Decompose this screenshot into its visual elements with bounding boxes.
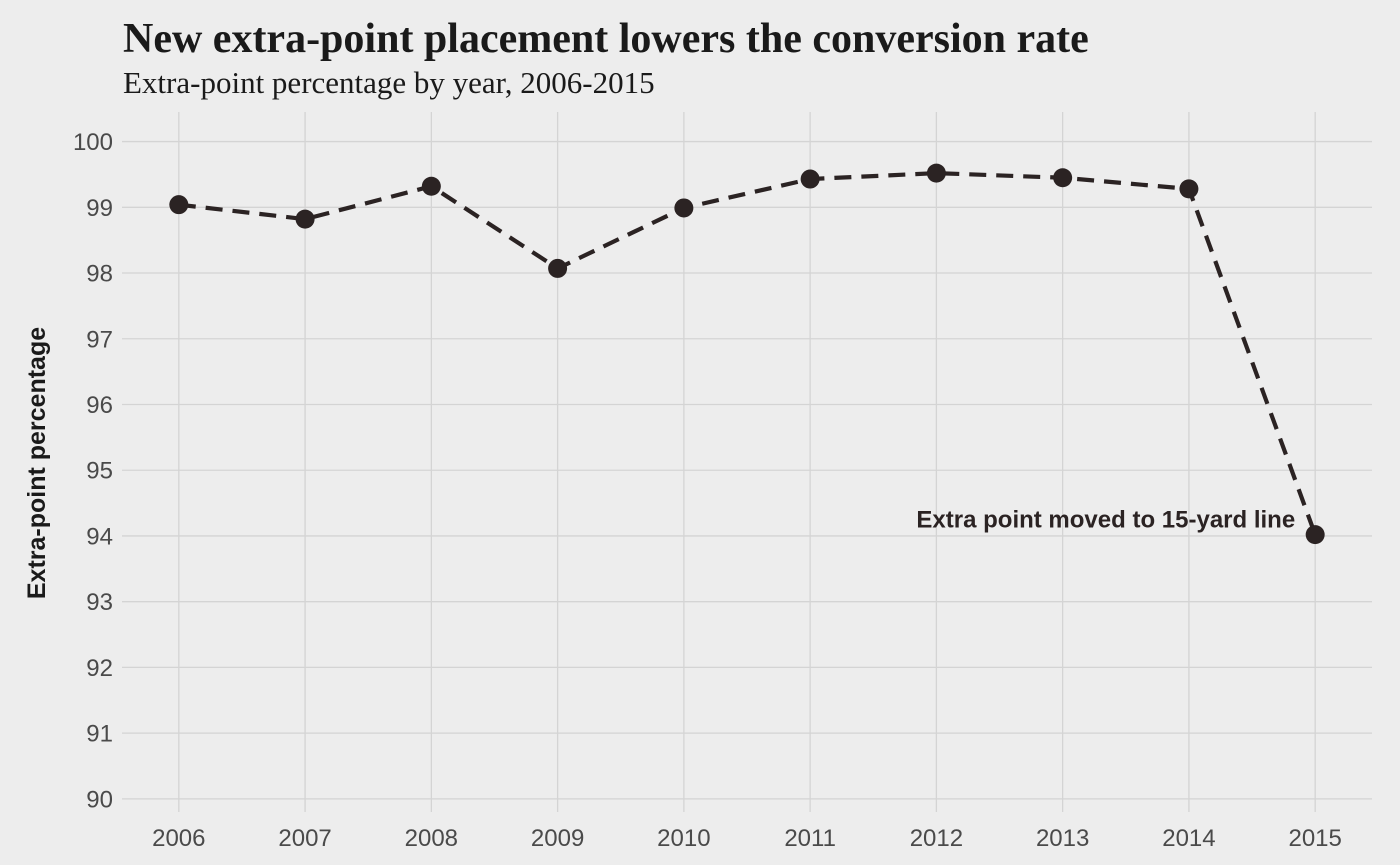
data-point (674, 198, 694, 218)
y-tick-label: 99 (86, 195, 113, 222)
x-tick-label: 2013 (1036, 825, 1089, 852)
y-tick-label: 100 (73, 129, 113, 156)
y-tick-label: 96 (86, 392, 113, 419)
y-tick-label: 97 (86, 326, 113, 353)
data-point (800, 169, 820, 189)
annotations: Extra point moved to 15-yard line (916, 507, 1295, 534)
x-tick-label: 2010 (657, 825, 710, 852)
y-tick-label: 91 (86, 721, 113, 748)
data-point (926, 163, 946, 183)
data-point (548, 258, 568, 278)
x-tick-label: 2014 (1162, 825, 1215, 852)
data-point (1053, 168, 1073, 188)
x-tick-label: 2007 (278, 825, 331, 852)
chart-subtitle: Extra-point percentage by year, 2006-201… (123, 65, 655, 100)
y-tick-label: 92 (86, 655, 113, 682)
y-tick-label: 98 (86, 261, 113, 288)
data-point (421, 176, 441, 196)
y-tick-label: 90 (86, 786, 113, 813)
x-tick-label: 2015 (1288, 825, 1341, 852)
x-tick-label: 2009 (531, 825, 584, 852)
chart-title: New extra-point placement lowers the con… (123, 16, 1089, 62)
y-axis-title: Extra-point percentage (23, 327, 51, 599)
y-tick-label: 94 (86, 523, 113, 550)
y-tick-label: 93 (86, 589, 113, 616)
series-line-group (169, 163, 1325, 545)
gridlines (122, 112, 1372, 812)
x-tick-label: 2006 (152, 825, 205, 852)
y-axis-ticks: 90 91 92 93 94 95 96 97 98 99 100 (73, 129, 113, 813)
annotation-label: Extra point moved to 15-yard line (916, 507, 1295, 534)
data-point (169, 195, 189, 215)
x-tick-label: 2008 (405, 825, 458, 852)
series-line (178, 171, 1318, 536)
data-point (1305, 525, 1325, 545)
x-tick-label: 2011 (784, 825, 836, 852)
x-axis-ticks: 2006 2007 2008 2009 2010 2011 2012 2013 2014 2015 (152, 825, 1342, 852)
y-tick-label: 95 (86, 458, 113, 485)
data-point (1179, 179, 1199, 199)
x-tick-label: 2012 (910, 825, 963, 852)
data-point (295, 209, 315, 229)
